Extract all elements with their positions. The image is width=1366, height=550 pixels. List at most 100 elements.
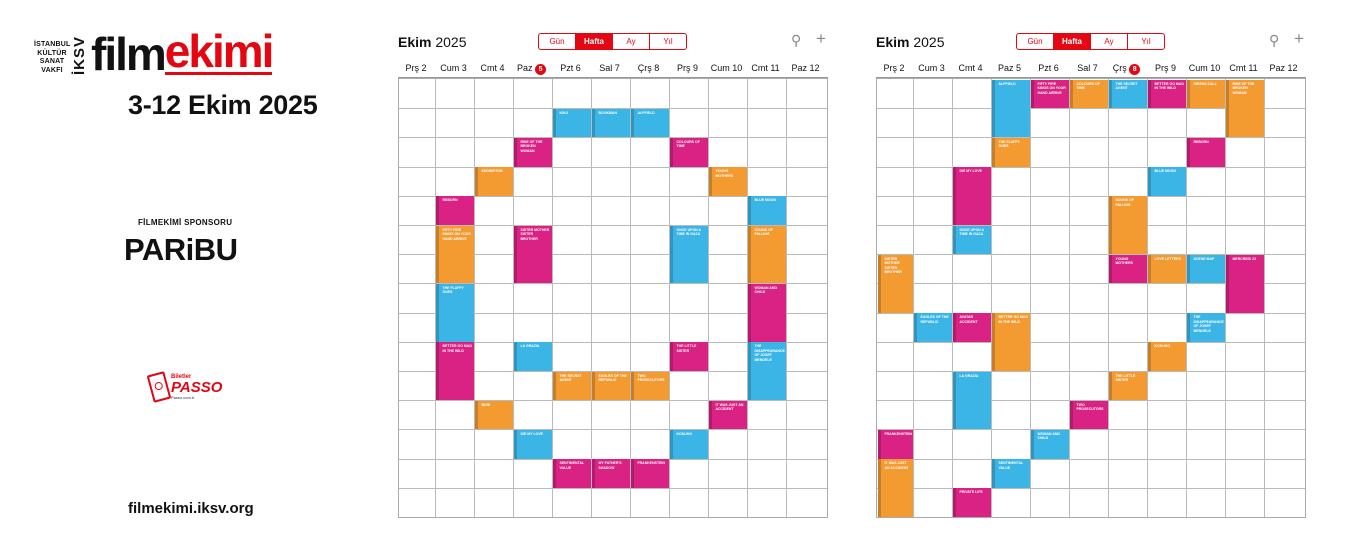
view-tab[interactable]: Gün [1017,34,1054,49]
event-block[interactable]: Private Life [952,488,991,517]
event-block[interactable]: It Was Just An Accident [877,459,913,517]
event-block[interactable]: Reborn [1186,137,1225,167]
view-tab[interactable]: Ay [613,34,650,49]
day-header[interactable]: Cum 10 [1188,63,1221,73]
event-block[interactable]: Alpfield [630,108,669,138]
day-header[interactable]: Cum 3 [440,63,467,73]
event-block[interactable]: La Grazia [513,342,552,371]
view-tab[interactable]: Gün [539,34,576,49]
day-header[interactable]: Pzt 6 [1038,63,1059,73]
event-block[interactable]: The Fluffy Ones [991,137,1030,167]
event-block[interactable]: It Was Just An Accident [708,400,747,430]
event-block[interactable]: Kiko [552,108,591,138]
event-block[interactable]: Fifty Fire Kings On Your Hand Arrive [1030,79,1069,109]
event-block[interactable]: Once Upon A Time In Gaza [669,225,708,284]
event-block[interactable]: Sentimental Value [991,459,1030,488]
event-block[interactable]: La Grazia [952,371,991,430]
event-block[interactable]: Love Letters [1147,254,1186,284]
event-block[interactable]: Sirens Call [1186,79,1225,109]
event-block[interactable]: Blue Moon [1147,167,1186,196]
event-block[interactable]: Colours Of Time [1069,79,1108,109]
day-header[interactable]: Pzt 6 [560,63,581,73]
event-block[interactable]: Avatar Accident [952,313,991,342]
event-block[interactable]: Kokuho [1147,342,1186,371]
event-block[interactable]: The Secret Agent [552,371,591,401]
event-block[interactable]: Frankenstein [630,459,669,488]
event-block[interactable]: The Secret Agent [1108,79,1147,109]
view-tab[interactable]: Ay [1091,34,1128,49]
day-header[interactable]: Cmt 4 [480,63,505,73]
day-header[interactable]: Cmt 4 [958,63,983,73]
day-header[interactable]: Cmt 11 [751,63,780,73]
event-block[interactable]: Young Mothers [708,167,747,196]
view-switcher[interactable]: Gün Hafta Ay Yıl [538,33,687,50]
view-tab[interactable]: Hafta [576,34,613,49]
event-block[interactable]: Woman And Child [747,283,786,342]
event-block[interactable]: Fifty Fire Kings On Your Hand Arrive [435,225,474,284]
day-header[interactable]: Paz 5 [997,63,1021,73]
day-header-today[interactable]: Çrş 8 [1107,63,1146,75]
event-block[interactable]: Scene Map [1186,254,1225,284]
view-tab[interactable]: Yıl [663,37,673,46]
event-block[interactable]: Eagles Of The Republic [913,313,952,342]
event-block[interactable]: Two Prosecutors [630,371,669,401]
event-block[interactable]: Young Mothers [1108,254,1147,284]
day-header[interactable]: Paz 12 [1269,63,1298,73]
event-block[interactable]: The Disappearance Of Josef Mengele [1186,313,1225,342]
event-block[interactable]: Better Go Mad In The Wild [991,313,1030,371]
event-block[interactable]: Better Go Mad In The Wild [1147,79,1186,109]
event-block[interactable]: The Little Sister [669,342,708,371]
event-block[interactable]: Frankenstein [877,429,913,459]
event-block[interactable]: Mercredi 23 [1225,254,1264,313]
event-block[interactable]: Sentimental Value [552,459,591,488]
event-block[interactable]: Die My Love [513,429,552,459]
event-block[interactable]: My Father's Shadow [591,459,630,488]
day-header[interactable]: Cmt 11 [1229,63,1258,73]
event-block[interactable]: Rise Of The Broken Woman [1225,79,1264,138]
search-icon[interactable]: ⚲ [791,32,802,48]
event-block[interactable]: Colours Of Time [669,137,708,167]
day-header[interactable]: Prş 2 [405,63,427,73]
day-header[interactable]: Çrş 8 [637,63,660,73]
event-block[interactable]: Sister Mother Sister Brother [877,254,913,313]
day-header[interactable]: Paz 12 [791,63,820,73]
iksv-logo-mark: İKSV [71,35,88,75]
view-tab[interactable]: Yıl [1141,37,1151,46]
event-block[interactable]: Woman And Child [1030,429,1069,459]
event-block[interactable]: Blue Moon [747,196,786,225]
day-header[interactable]: Prş 2 [883,63,905,73]
event-block[interactable]: Kokuho [669,429,708,459]
event-block[interactable]: Rise Of The Broken Woman [513,137,552,167]
day-header[interactable]: Prş 9 [676,63,698,73]
grid-line [399,429,827,431]
event-block[interactable]: Eddington [474,167,513,196]
grid-line [399,312,827,314]
plus-icon[interactable]: + [1294,29,1304,48]
day-header[interactable]: Cum 3 [918,63,945,73]
event-block[interactable]: The Little Sister [1108,371,1147,401]
event-block[interactable]: Sound Of Falling [1108,196,1147,255]
event-block[interactable]: The Disappearance Of Josef Mengele [747,342,786,401]
view-tab[interactable]: Hafta [1054,34,1091,49]
event-block[interactable]: Alpfield [991,79,1030,138]
day-header-today[interactable]: Paz 5 [512,63,551,75]
event-block[interactable]: Sister Mother Sister Brother [513,225,552,284]
event-block[interactable]: The Fluffy Ones [435,283,474,342]
event-block[interactable]: Eagles Of The Republic [591,371,630,401]
day-header[interactable]: Prş 9 [1154,63,1176,73]
day-header[interactable]: Sal 7 [1077,63,1098,73]
plus-icon[interactable]: + [816,29,826,48]
event-block[interactable]: Once Upon A Time In Gaza [952,225,991,255]
event-block[interactable]: Reborn [435,196,474,225]
event-block[interactable]: Sound Of Falling [747,225,786,284]
event-block[interactable]: Two Prosecutors [1069,400,1108,430]
event-block[interactable]: Bookman [591,108,630,138]
search-icon[interactable]: ⚲ [1269,32,1280,48]
event-block[interactable]: Bugi [474,400,513,430]
view-switcher[interactable]: Gün Hafta Ay Yıl [1016,33,1165,50]
event-block[interactable]: Die My Love [952,167,991,225]
event-block[interactable]: Better Go Mad In The Wild [435,342,474,401]
day-header[interactable]: Sal 7 [599,63,620,73]
day-header[interactable]: Cum 10 [710,63,743,73]
website-link[interactable]: filmekimi.iksv.org [128,500,254,517]
